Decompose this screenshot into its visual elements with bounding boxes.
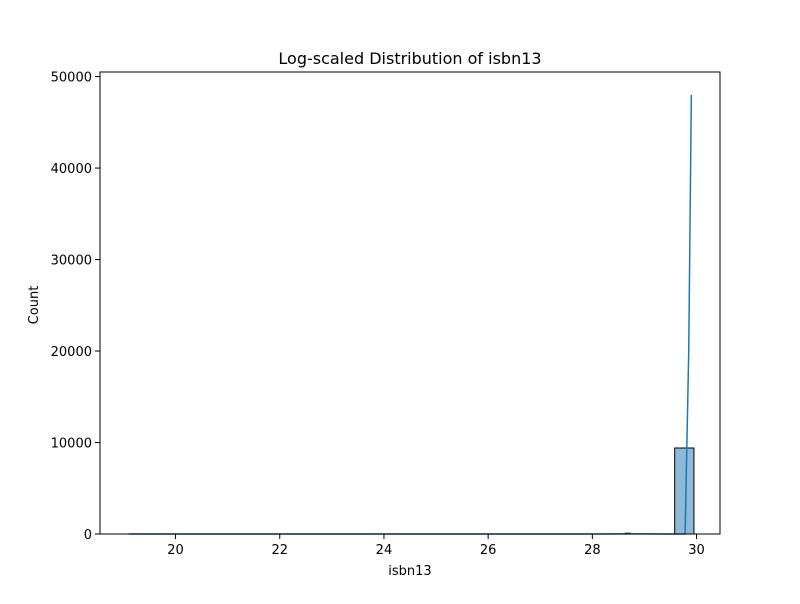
plot-area — [99, 71, 721, 535]
x-tick-label-20: 20 — [167, 543, 184, 558]
y-tick-label-10000: 10000 — [51, 437, 92, 452]
y-tick-label-40000: 40000 — [51, 162, 92, 177]
y-tick-label-30000: 30000 — [51, 254, 92, 269]
y-axis-label: Count — [27, 286, 42, 325]
x-axis-label: isbn13 — [388, 564, 431, 579]
kde-line — [128, 94, 693, 535]
chart-title: Log-scaled Distribution of isbn13 — [278, 49, 541, 68]
histogram-bar-0 — [674, 447, 695, 535]
x-tick-label-22: 22 — [271, 543, 288, 558]
x-axis: 20 22 24 26 28 30 — [167, 534, 705, 558]
axes-frame — [99, 71, 721, 535]
x-tick-label-30: 30 — [688, 543, 705, 558]
y-axis: 0 10000 20000 30000 40000 50000 — [51, 71, 100, 543]
x-tick-label-24: 24 — [376, 543, 393, 558]
y-tick-label-50000: 50000 — [51, 71, 92, 86]
y-tick-label-0: 0 — [84, 528, 92, 543]
x-tick-label-26: 26 — [480, 543, 497, 558]
x-tick-label-28: 28 — [584, 543, 601, 558]
y-tick-label-20000: 20000 — [51, 345, 92, 360]
